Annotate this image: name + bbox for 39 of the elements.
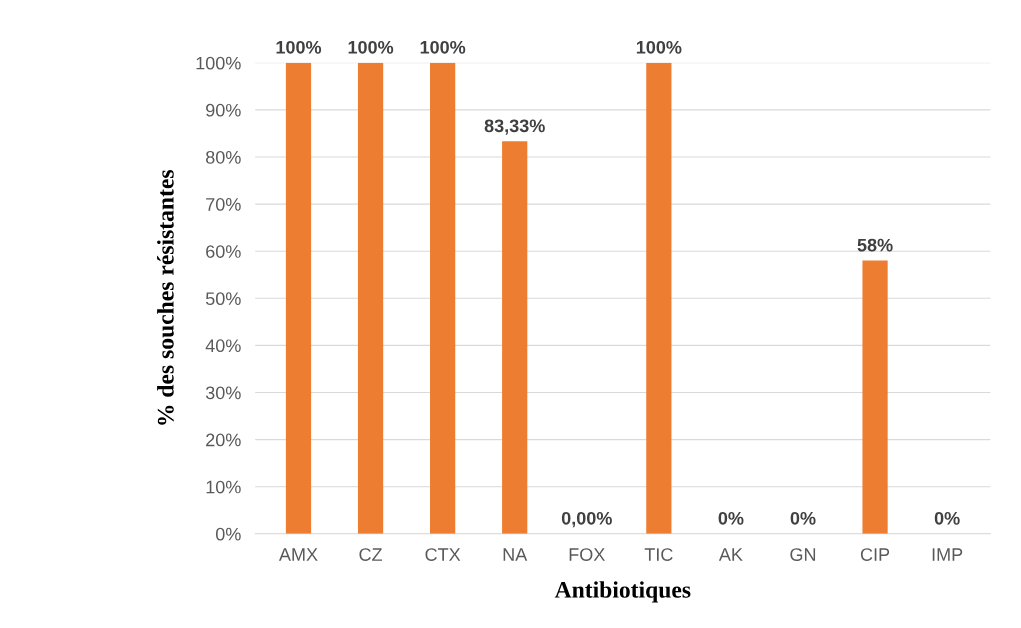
data-label: 100% (420, 40, 466, 54)
data-label: 0% (790, 511, 816, 525)
x-axis-title: Antibiotiques (554, 581, 691, 603)
x-tick-label: CIP (860, 548, 890, 561)
y-tick-label: 50% (205, 292, 241, 306)
data-label: 100% (348, 40, 394, 54)
x-tick-label: CZ (359, 548, 383, 561)
y-tick-label: 100% (196, 56, 241, 70)
bar (502, 141, 528, 534)
y-tick-label: 20% (206, 433, 241, 447)
x-tick-label: GN (790, 548, 816, 561)
data-label: 0% (934, 511, 960, 525)
y-tick-label: 60% (206, 245, 241, 258)
data-label: 0% (718, 511, 744, 525)
x-tick-label: TIC (644, 548, 673, 561)
x-tick-label: NA (503, 548, 528, 561)
x-tick-label: CTX (425, 548, 461, 561)
x-tick-label: FOX (569, 548, 605, 561)
y-axis-title: % des souches résistantes (157, 170, 174, 425)
y-tick-label: 90% (206, 103, 241, 117)
y-tick-label: 0% (215, 527, 241, 541)
bar (430, 62, 456, 534)
bar (357, 62, 384, 534)
y-tick-label: 80% (206, 150, 241, 164)
x-tick-label: AMX (278, 548, 318, 561)
data-label: 100% (276, 40, 322, 54)
y-tick-label: 70% (206, 198, 241, 211)
bar (285, 62, 312, 534)
y-tick-label: 40% (205, 339, 241, 353)
data-label: 100% (636, 40, 682, 54)
x-tick-label: IMP (932, 548, 963, 561)
data-label: 58% (857, 238, 893, 252)
data-label: 0,00% (561, 511, 612, 528)
x-tick-label: AK (718, 548, 743, 561)
data-label: 83,33% (484, 119, 545, 135)
bar (646, 62, 672, 534)
bar (862, 260, 888, 534)
y-tick-label: 10% (206, 480, 241, 494)
y-tick-label: 30% (205, 386, 241, 400)
